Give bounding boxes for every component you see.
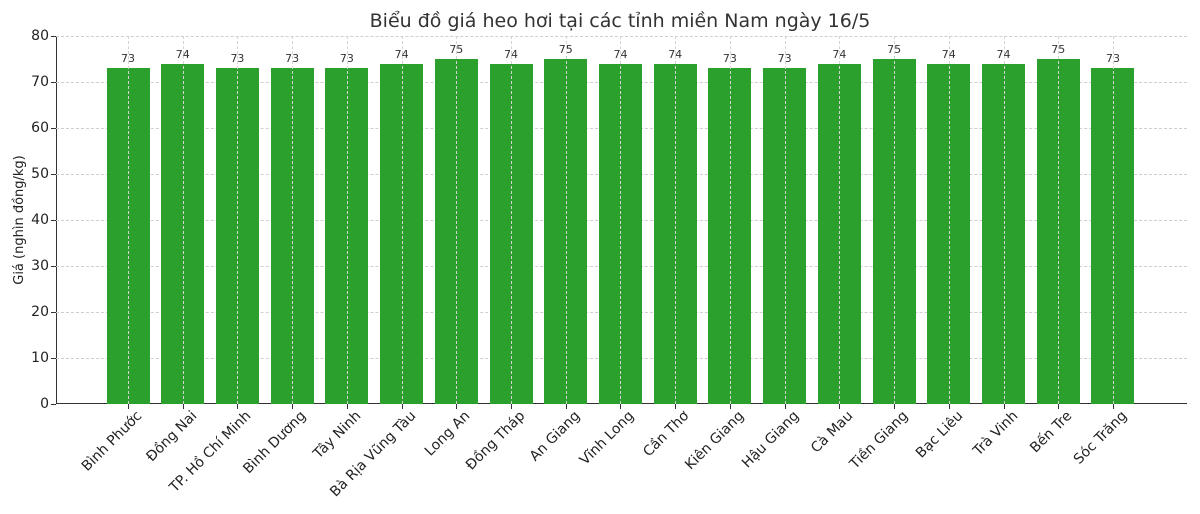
bar [325,68,369,404]
bar [434,59,478,404]
bar [653,63,697,404]
x-tick [1112,404,1114,409]
y-tick-label: 60 [31,120,49,136]
bar-value-label: 73 [285,52,300,66]
y-tick-label: 40 [31,212,49,228]
y-tick [51,312,56,313]
bar-value-label: 74 [613,47,628,61]
x-tick-label: Bình Phước [78,408,146,475]
x-tick [346,404,348,409]
x-tick-label: Bến Tre [1027,408,1076,457]
bar-value-label: 75 [1051,43,1066,56]
bar [161,63,205,404]
x-tick [948,404,950,409]
bar [872,59,916,404]
x-tick [292,404,294,409]
x-tick-label: Long An [422,408,474,460]
y-tick [51,174,56,175]
bar-value-label: 74 [504,47,519,61]
bar [1036,59,1080,404]
y-tick [51,82,56,83]
bar-value-label: 74 [996,47,1011,61]
x-tick-label: Trà Vinh [969,408,1021,460]
y-tick-label: 20 [31,304,49,320]
x-tick [128,404,129,409]
bar-value-label: 74 [668,47,683,61]
bar-value-label: 73 [339,52,354,66]
bar-value-label: 73 [777,52,792,66]
x-tick [401,404,403,409]
x-tick [729,404,731,409]
x-tick-label: Cà Mau [808,408,857,457]
plot-area: 0 10 20 30 40 50 60 70 80 73 Bình Phước 74 Đồng Nai 7… [31,28,1187,500]
x-tick-label: Bạc Liêu [912,408,967,462]
y-tick-label: 50 [31,166,49,182]
x-tick-label: Hậu Giang [738,408,802,472]
x-tick [894,404,896,409]
bar [763,68,807,404]
bar [106,68,150,404]
y-tick [51,36,56,37]
bar-value-label: 74 [394,47,409,61]
y-tick-label: 80 [31,28,49,44]
bar-value-label: 74 [832,47,847,61]
y-tick-label: 30 [31,258,49,274]
bar [708,68,752,404]
y-tick-label: 10 [31,350,49,366]
x-tick [1058,404,1060,409]
x-tick [237,404,239,409]
y-tick-label: 0 [40,396,49,412]
x-tick [511,404,513,409]
x-tick [565,404,567,409]
bar [544,59,588,404]
bar-value-label: 73 [722,52,737,66]
bar [489,63,533,404]
x-tick [620,404,622,409]
x-tick-label: Sóc Trăng [1070,408,1131,468]
x-tick-label: Vĩnh Long [577,408,638,469]
y-tick [51,128,56,129]
y-gridline [56,36,1187,37]
y-tick [51,358,56,359]
x-tick [456,404,458,409]
bar-value-label: 73 [230,52,245,66]
x-tick-label: Đồng Nai [143,408,201,465]
bar-value-label: 73 [1105,52,1120,66]
bar-value-label: 74 [175,47,190,61]
bar [380,63,424,404]
x-tick [1003,404,1005,409]
x-tick-label: Tây Ninh [310,408,365,462]
x-tick [675,404,677,409]
bar-value-label: 75 [449,43,464,56]
x-tick [784,404,786,409]
bar [215,68,259,404]
bar-value-label: 74 [941,47,956,61]
y-tick [51,404,56,405]
bar [598,63,642,404]
x-tick-label: Tiền Giang [847,408,912,473]
x-tick-label: An Giang [526,408,584,465]
y-tick [51,220,56,221]
x-tick [182,404,184,409]
y-tick-label: 70 [31,74,49,90]
x-tick-label: Cần Thơ [640,408,693,461]
x-tick [839,404,841,409]
bar-value-label: 73 [121,52,135,66]
y-tick [51,266,56,267]
chart-title: Biểu đồ giá heo hơi tại các tỉnh miền Na… [369,10,871,32]
bar-value-label: 75 [558,43,573,56]
bar [817,63,861,404]
bar [270,68,314,404]
bar [982,63,1026,404]
bar [1091,68,1135,404]
bar [927,63,971,404]
bar-value-label: 75 [887,43,902,56]
